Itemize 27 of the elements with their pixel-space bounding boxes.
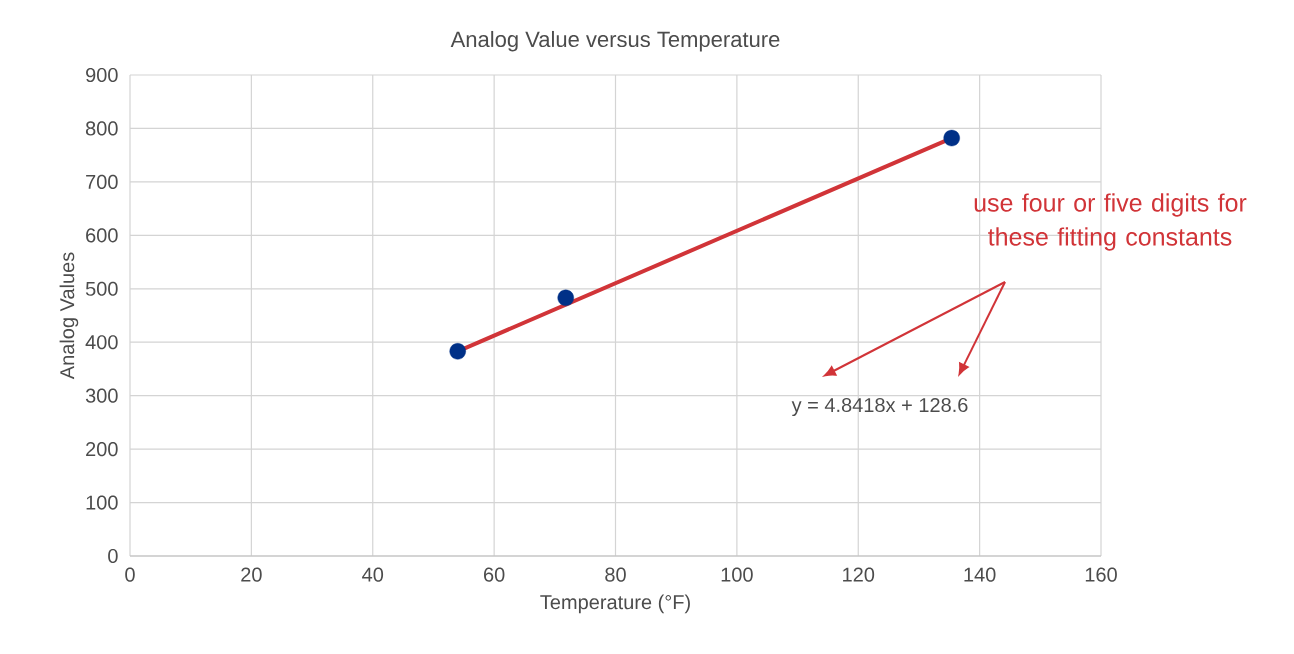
x-tick-label: 0: [125, 567, 135, 582]
x-tick-label: 160: [1085, 567, 1117, 582]
x-tick-label: 120: [843, 567, 875, 582]
point: [449, 343, 466, 360]
point: [557, 289, 574, 307]
x-axis-title: Temperature (°F): [540, 594, 690, 614]
y-tick-label: 700: [86, 174, 118, 189]
x-tick-label: 100: [721, 567, 753, 582]
annotation: use four or five digits for these fitting constants: [974, 193, 1247, 251]
x-tick-label: 80: [605, 567, 626, 582]
y-tick-label: 500: [85, 281, 118, 296]
y-tick-label: 900: [86, 67, 118, 83]
y-tick-label: 300: [85, 388, 118, 403]
y-tick-label: 0: [108, 548, 118, 564]
y-tick-label: 800: [85, 121, 118, 136]
x-tick-label: 140: [964, 567, 996, 582]
x-tick-label: 60: [484, 567, 505, 582]
y-tick-label: 400: [85, 335, 118, 350]
y-tick-label: 200: [86, 442, 118, 457]
point: [943, 129, 960, 147]
x-tick-label: 40: [362, 567, 384, 582]
y-tick-label: 100: [86, 495, 118, 510]
y-axis-title: Analog Values: [59, 252, 79, 380]
annotation: y = 4.8418x + 128.6: [791, 397, 968, 417]
x-tick-label: 20: [241, 567, 262, 582]
chart-title: Analog Value versus Temperature: [450, 30, 780, 52]
y-tick-label: 600: [86, 228, 118, 243]
